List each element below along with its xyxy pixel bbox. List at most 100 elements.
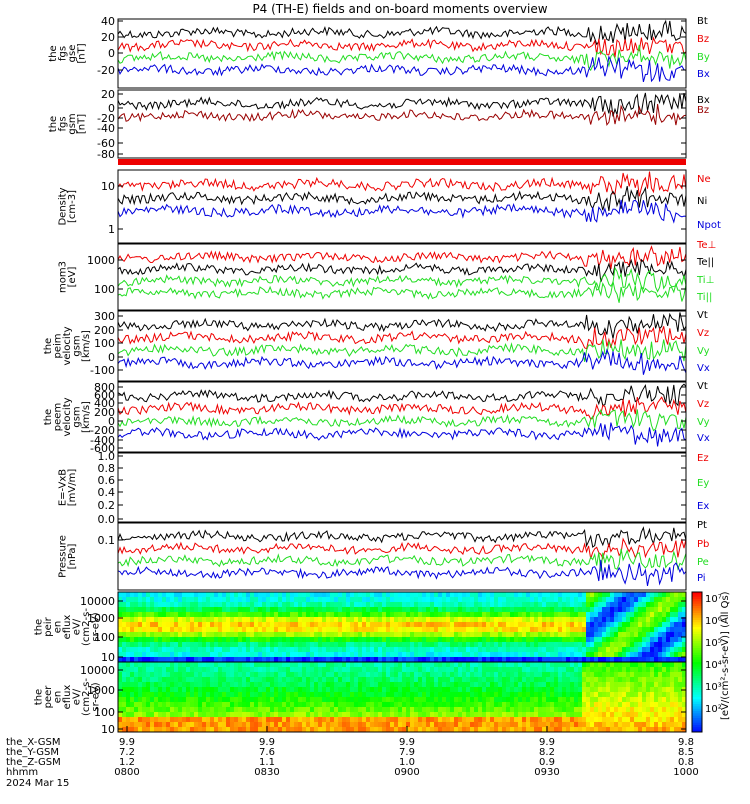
series-line-Pb [117,537,687,560]
series-label: Pe [697,557,709,568]
y-axis-label-line: the [34,619,45,635]
y-tick-label: 1000 [87,684,115,697]
series-label: Bx [697,69,710,80]
colorbar-cell [692,599,702,602]
y-tick-label: 0.8 [98,462,116,475]
x-row-value: 9.9 [259,737,275,748]
y-axis-label-line: gsm [67,113,78,134]
x-row-value: 9.9 [119,737,135,748]
colorbar-cell [692,683,702,686]
series-line-Vz [117,326,687,350]
y-tick-label: -100 [90,364,115,377]
chart-title: P4 (TH-E) fields and on-board moments ov… [252,2,547,16]
series-line-Ni [117,185,687,212]
colorbar-cell [692,596,702,600]
x-row-value: 0900 [394,767,419,778]
x-row-value: 7.2 [119,747,135,758]
y-tick-label: 0.4 [98,486,116,499]
colorbar-cell [692,624,702,628]
series-line-Bz [117,103,687,127]
y-tick-label: 0 [108,415,115,428]
y-axis-label-line: eflux [62,685,73,710]
y-tick-label: -400 [90,434,115,447]
y-tick-label: -80 [97,148,115,161]
y-tick-label: 200 [94,324,115,337]
panel-fgs-gse: 40 20 0 -20 thefgsgse[nT] Bt Bz By Bx [48,15,710,89]
series-line-Vx [117,422,687,447]
y-axis-label-line: eV/ [72,618,83,635]
x-row-value: 7.9 [399,747,415,758]
y-tick-label: -20 [97,112,115,125]
colorbar-cell [692,711,702,714]
y-tick-label: -40 [97,122,115,135]
colorbar-cell [692,729,702,733]
y-axis-label-line: en [53,691,64,704]
y-axis-label-line: peim [53,333,64,358]
colorbar-tick-label: 10⁶ [705,616,722,627]
spacecraft-mode-bar [118,159,686,165]
series-label: Pb [697,539,709,550]
y-tick-label: -600 [90,442,115,455]
y-axis-label-line: [km/s] [81,330,92,362]
y-axis-label-line: fgs [57,46,68,61]
series-label: Vt [697,310,708,321]
y-axis-label-line: (cm2-s- [81,678,92,716]
colorbar-cell [692,655,702,658]
series-label: Ti|| [696,292,712,303]
y-axis-label-line: en [53,621,64,634]
colorbar-cell [692,701,702,705]
colorbar-cell [692,659,702,663]
colorbar-cell [692,638,702,642]
y-axis-label-line: [nPa] [67,543,78,569]
panel-density: 10 1 Density[cm-3] Ne Ni Npot [57,169,721,244]
y-axis-label-line: the [43,409,54,425]
colorbar-cell [692,641,702,644]
colorbar-cell [692,722,702,726]
colorbar-tick-label: 10⁵ [705,638,722,649]
y-tick-label: 10000 [80,664,115,677]
y-axis-label-line: gsm [72,335,83,356]
series-label: Te⊥ [696,240,716,251]
y-axis-label: E=-VxB[mV/m] [57,469,78,507]
y-tick-label: 100 [94,337,115,350]
y-axis-label: thepeirenefluxeV/(cm2-s-sr-eV) [34,608,102,646]
series-line-Vt [117,383,687,407]
y-axis-label-line: the [48,45,59,61]
panels: 40200-20thefgsgse[nT]BtBzByBx200-20-40-6… [34,15,721,736]
x-row-value: 1000 [673,767,698,778]
y-tick-label: 0.2 [98,499,116,512]
y-tick-label: 100 [94,283,115,296]
colorbar-cell [692,601,702,605]
series-line-Pe [117,548,687,572]
y-axis-label: thepeerenefluxeV/(cm2-s-sr-eV) [34,678,102,716]
y-tick-label: 200 [94,406,115,419]
x-row-value: 0800 [114,767,139,778]
colorbar-cell [692,622,702,626]
colorbar-cell [692,706,702,710]
series-line-Vx [117,348,687,375]
y-axis-label-line: mom3 [57,261,68,293]
y-tick-label: 1.0 [98,450,116,463]
colorbar-cell [692,720,702,724]
y-axis-label-line: velocity [62,326,73,365]
colorbar-cell [692,617,702,621]
y-tick-label: 0 [108,102,115,115]
series-line-Ti|| [117,281,687,303]
panel-frame [117,522,687,591]
series-line-Vy [117,409,687,432]
y-axis-label-line: velocity [62,397,73,436]
colorbar-cell [692,664,702,668]
series-label: Ne [697,174,711,185]
y-tick-label: 40 [101,15,115,28]
y-axis-label-line: peer [43,685,54,709]
panel-frame [117,243,687,311]
y-tick-label: 0 [108,47,115,60]
series-label: Vy [697,346,710,357]
y-tick-label: 400 [94,397,115,410]
y-tick-label: 0.0 [98,513,116,526]
colorbar-cell [692,594,702,598]
series-line-Bx [117,92,687,117]
series-label: Vy [697,417,710,428]
